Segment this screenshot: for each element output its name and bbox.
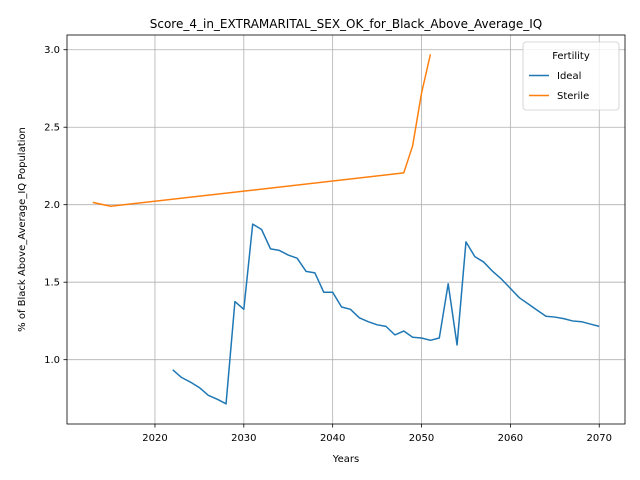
y-tick-label: 2.5 [44, 123, 60, 134]
y-tick-label: 1.5 [44, 278, 60, 289]
plot-frame [66, 34, 626, 425]
x-tick-label: 2030 [231, 433, 256, 444]
y-tick-label: 1.0 [44, 355, 60, 366]
series-line-ideal [172, 223, 600, 405]
y-axis-label: % of Black Above_Average_IQ Population [17, 127, 28, 332]
x-tick-label: 2020 [142, 433, 167, 444]
y-tick-label: 2.0 [44, 200, 60, 211]
legend-items: Ideal Sterile [529, 71, 589, 102]
chart-title: Score_4_in_EXTRAMARITAL_SEX_OK_for_Black… [150, 17, 543, 31]
x-axis: 2020 2030 2040 2050 2060 2070 [142, 424, 612, 444]
legend-box [522, 41, 620, 111]
legend-title: Fertility [552, 51, 590, 62]
x-tick-label: 2040 [320, 433, 345, 444]
legend: Fertility Ideal Sterile [522, 41, 620, 111]
y-axis: 1.0 1.5 2.0 2.5 3.0 [44, 45, 67, 366]
x-tick-label: 2070 [587, 433, 612, 444]
y-tick-label: 3.0 [44, 45, 60, 56]
legend-label-sterile: Sterile [557, 91, 589, 102]
x-axis-label: Years [332, 454, 359, 465]
series-lines [92, 54, 600, 405]
x-tick-label: 2060 [498, 433, 523, 444]
series-line-sterile [92, 54, 432, 207]
legend-label-ideal: Ideal [557, 71, 581, 82]
x-tick-label: 2050 [409, 433, 434, 444]
